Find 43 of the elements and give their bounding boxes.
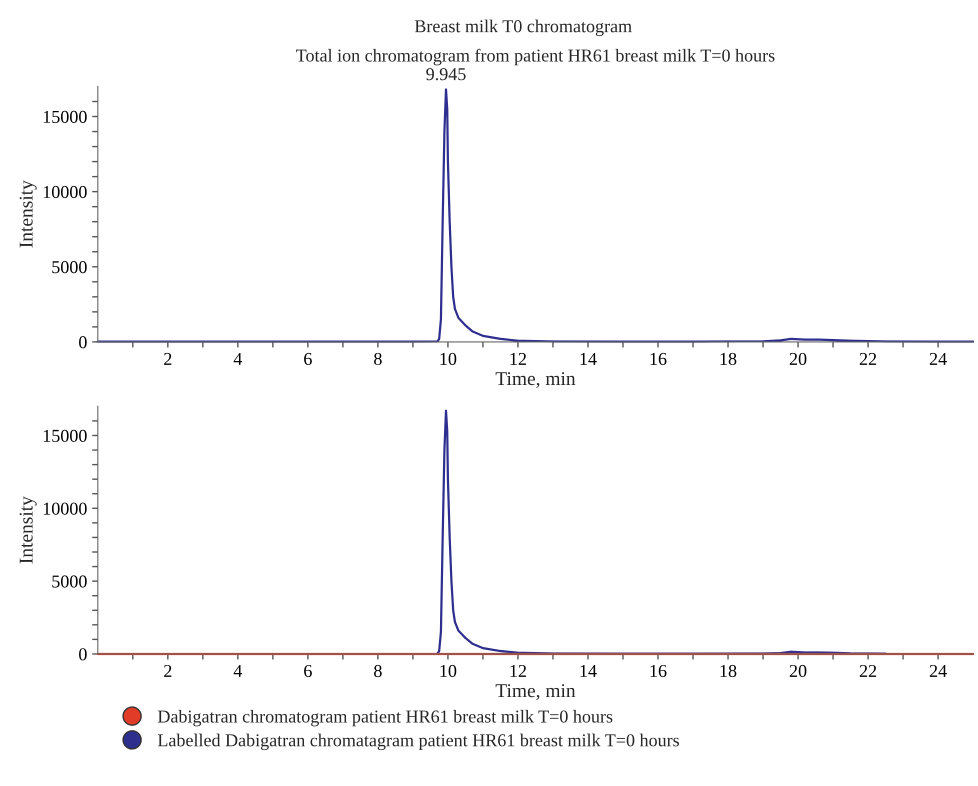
x-tick-label: 16 bbox=[650, 664, 666, 678]
x-tick-label: 18 bbox=[720, 664, 736, 678]
y-tick-label: 15000 bbox=[44, 110, 87, 123]
y-tick-label: 10000 bbox=[44, 502, 87, 515]
y-tick-label: 5000 bbox=[52, 261, 87, 274]
x-tick-label: 6 bbox=[304, 664, 312, 678]
x-tick-label: 2 bbox=[164, 352, 172, 365]
x-tick-label: 12 bbox=[510, 664, 526, 677]
x-tick-label: 10 bbox=[440, 664, 456, 678]
x-tick-label: 4 bbox=[234, 352, 242, 365]
x-tick-label: 14 bbox=[580, 352, 597, 365]
y-axis-title: Intensity bbox=[20, 496, 37, 564]
annotation: 9.945 bbox=[426, 68, 466, 80]
x-tick-label: 10 bbox=[440, 352, 456, 366]
x-tick-label: 6 bbox=[304, 352, 312, 366]
x-tick-label: 14 bbox=[580, 664, 597, 677]
legend-label: Dabigatran chromatogram patient HR61 breast milk T=0 hours bbox=[158, 710, 612, 726]
x-tick-label: 8 bbox=[374, 664, 382, 678]
x-tick-label: 24 bbox=[930, 664, 947, 677]
y-axis-title: Intensity bbox=[20, 180, 37, 248]
line-series bbox=[436, 410, 887, 655]
x-axis-title: Time, min bbox=[496, 372, 576, 388]
chart-title: Breast milk T0 chromatogram bbox=[414, 20, 632, 36]
y-tick-label: 10000 bbox=[44, 186, 87, 198]
x-tick-label: 8 bbox=[374, 352, 382, 366]
line-series bbox=[96, 88, 974, 343]
x-tick-label: 20 bbox=[790, 664, 806, 678]
y-tick-label: 0 bbox=[79, 336, 87, 348]
y-tick-label: 0 bbox=[79, 648, 87, 660]
x-tick-label: 24 bbox=[930, 352, 947, 365]
x-tick-label: 16 bbox=[650, 352, 666, 366]
chart-subtitle: Total ion chromatogram from patient HR61 breast milk T=0 hours bbox=[296, 48, 775, 66]
x-tick-label: 12 bbox=[510, 352, 526, 365]
x-tick-label: 20 bbox=[790, 352, 806, 366]
x-tick-label: 2 bbox=[164, 664, 172, 677]
x-tick-label: 22 bbox=[860, 664, 876, 677]
x-tick-label: 4 bbox=[234, 665, 242, 677]
x-tick-label: 22 bbox=[860, 352, 876, 365]
x-tick-label: 18 bbox=[720, 352, 736, 366]
y-tick-label: 15000 bbox=[44, 430, 87, 442]
y-tick-label: 5000 bbox=[52, 575, 87, 588]
legend-label: Labelled Dabigatran chromatagram patient HR61 breast milk T=0 hours bbox=[158, 734, 680, 750]
x-axis-title: Time, min bbox=[496, 684, 576, 700]
